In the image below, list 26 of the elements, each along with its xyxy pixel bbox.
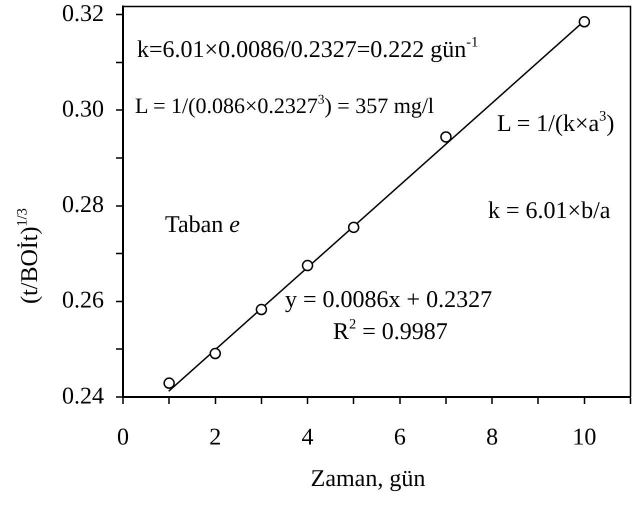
point <box>210 348 222 360</box>
y-tick-label: 0.26 <box>62 288 104 314</box>
y-tick-label: 0.30 <box>62 96 104 123</box>
y-tick-label: 0.28 <box>62 192 104 218</box>
x-tick-label: 10 <box>572 424 596 451</box>
point <box>578 16 590 28</box>
x-tick-label: 4 <box>302 424 314 451</box>
point <box>163 377 175 389</box>
y-tick-label: 0.32 <box>62 0 104 27</box>
annotation: L = 1/(0.086×0.2327$^{3}$) = 357 mg/l <box>135 92 434 118</box>
point <box>302 260 314 272</box>
annotation: y = 0.0086x + 0.2327 <box>285 286 492 313</box>
annotation: k = 6.01×b/a <box>488 198 610 224</box>
x-tick-label: 8 <box>486 424 498 451</box>
x-tick-label: 0 <box>117 424 129 451</box>
x-tick-label: 6 <box>394 424 406 451</box>
annotation: Taban e <box>165 212 240 238</box>
annotation: R$^{2}$ = 0.9987 <box>333 316 448 345</box>
x-tick-label: 2 <box>209 424 222 451</box>
point <box>348 222 360 234</box>
point <box>440 131 452 143</box>
x-axis-title: Zaman, gün <box>310 466 426 492</box>
annotation: k=6.01×0.0086/0.2327=0.222 gün$^{-1}$ <box>137 34 478 63</box>
point <box>256 304 268 316</box>
annotation: L = 1/(k×a$^{3}$) <box>497 108 614 137</box>
y-tick-label: 0.24 <box>62 383 104 410</box>
